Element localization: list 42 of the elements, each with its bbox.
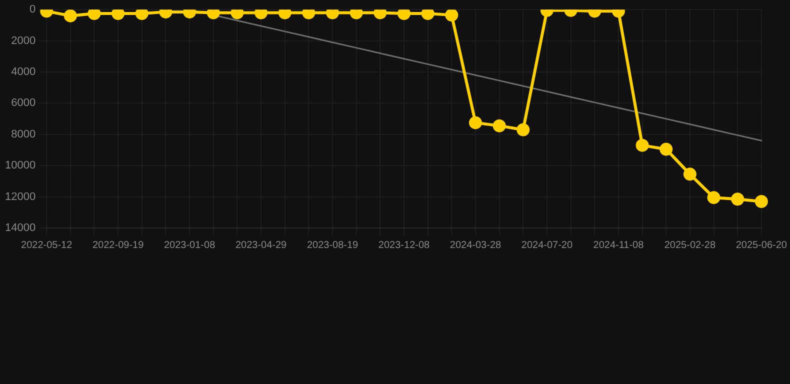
- point: [135, 10, 148, 20]
- y-tick-label: 12000: [4, 190, 36, 203]
- y-tick-label: 2000: [11, 34, 36, 47]
- point: [731, 192, 744, 206]
- x-tick-label: 2022-05-12: [21, 240, 73, 251]
- x-tick-label: 2024-07-20: [521, 240, 573, 251]
- point: [254, 10, 268, 20]
- point: [326, 10, 340, 20]
- y-tick-label: 10000: [4, 160, 36, 172]
- point: [278, 10, 292, 20]
- point: [492, 119, 506, 132]
- x-tick-label: 2023-04-29: [235, 240, 288, 251]
- x-tick-label: 2024-11-08: [593, 240, 644, 251]
- x-tick-label: 2025-06-20: [736, 240, 788, 251]
- point: [350, 10, 363, 20]
- point: [206, 10, 220, 20]
- x-tick-label: 2025-02-28: [664, 240, 716, 251]
- point: [445, 10, 458, 22]
- point: [398, 10, 411, 20]
- point: [421, 10, 434, 20]
- y-tick-label: 4000: [11, 66, 36, 78]
- point: [112, 10, 125, 20]
- x-tick-label: 2023-12-08: [378, 240, 430, 251]
- point: [754, 194, 768, 208]
- point: [88, 10, 101, 20]
- x-tick-label: 2023-01-08: [164, 240, 216, 251]
- point: [230, 10, 244, 20]
- point: [636, 138, 649, 152]
- x-tick-label: 2024-03-28: [450, 240, 502, 251]
- y-tick-label: 0: [29, 4, 36, 16]
- x-tick-label: 2022-09-19: [92, 240, 144, 251]
- y-tick-label: 14000: [4, 222, 36, 234]
- point: [302, 10, 316, 20]
- x-tick-label: 2023-08-19: [306, 240, 359, 251]
- y-tick-label: 8000: [11, 128, 36, 140]
- point: [468, 116, 482, 130]
- point: [660, 142, 673, 156]
- point: [374, 10, 387, 20]
- y-tick-label: 6000: [11, 97, 36, 110]
- point: [516, 123, 530, 136]
- point: [683, 168, 696, 181]
- point: [707, 191, 720, 204]
